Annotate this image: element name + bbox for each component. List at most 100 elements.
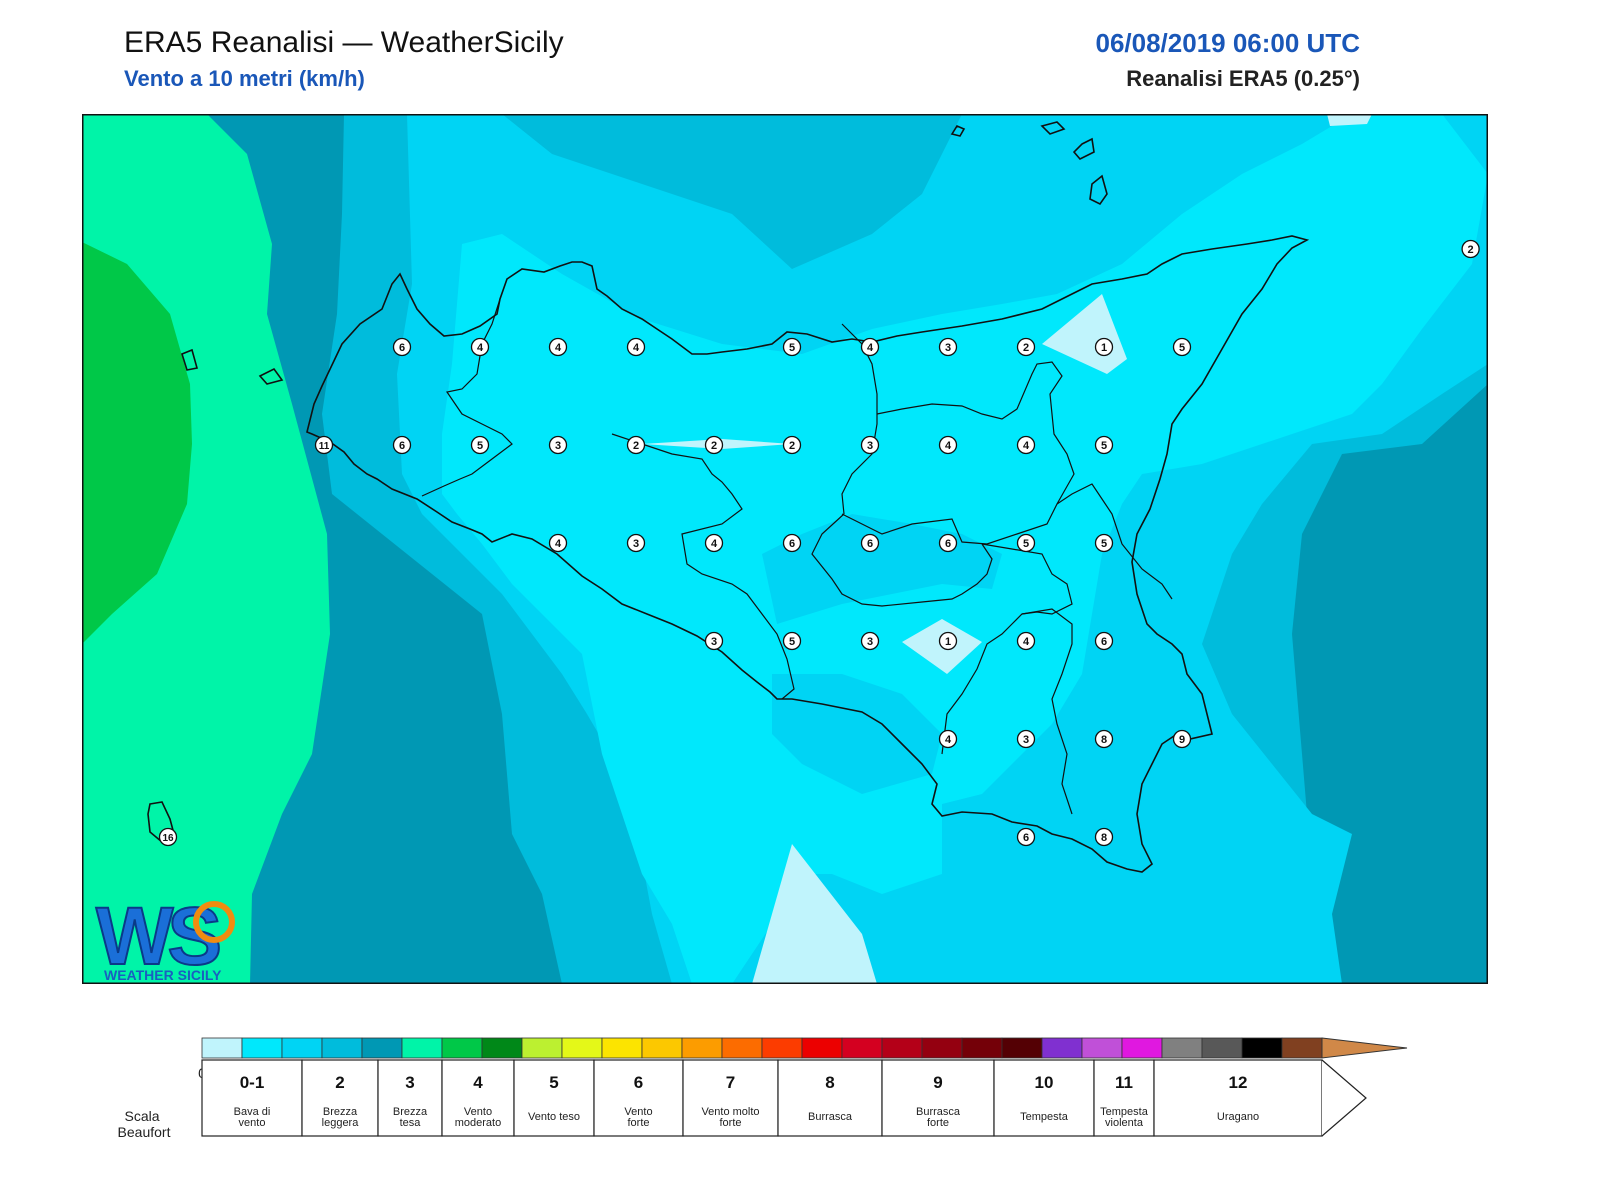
beaufort-box bbox=[441, 1059, 515, 1137]
station-circle bbox=[548, 533, 568, 553]
beaufort-level: 6 Vento forte bbox=[593, 1059, 684, 1137]
beaufort-number: 8 bbox=[825, 1073, 834, 1092]
station-value: 3 bbox=[867, 636, 873, 648]
station-value: 2 bbox=[633, 440, 639, 452]
station-circle bbox=[1172, 337, 1192, 357]
beaufort-number: 6 bbox=[634, 1073, 643, 1092]
colorbar-segment bbox=[961, 1037, 1003, 1059]
station-circle bbox=[938, 631, 958, 651]
station-marker: 2 bbox=[1016, 337, 1036, 357]
station-marker: 6 bbox=[392, 435, 412, 455]
beaufort-description: Vento moderato bbox=[455, 1106, 501, 1129]
station-marker: 6 bbox=[1016, 827, 1036, 847]
station-marker: 5 bbox=[1094, 435, 1114, 455]
station-circle bbox=[470, 435, 490, 455]
beaufort-description: Burrasca forte bbox=[916, 1106, 961, 1129]
colorbar-segment bbox=[201, 1037, 243, 1059]
station-marker: 3 bbox=[704, 631, 724, 651]
colorbar-segment bbox=[721, 1037, 763, 1059]
station-circle bbox=[1016, 827, 1036, 847]
station-circle bbox=[392, 435, 412, 455]
station-value: 4 bbox=[555, 342, 562, 354]
beaufort-description: Vento teso bbox=[528, 1111, 580, 1123]
station-value: 5 bbox=[789, 342, 795, 354]
station-value: 8 bbox=[1101, 734, 1107, 746]
station-value: 4 bbox=[945, 440, 952, 452]
beaufort-description: Bava di vento bbox=[234, 1106, 271, 1129]
beaufort-level: 9 Burrasca forte bbox=[881, 1059, 995, 1137]
station-marker: 5 bbox=[782, 337, 802, 357]
colorbar-segment bbox=[241, 1037, 283, 1059]
station-marker: 9 bbox=[1172, 729, 1192, 749]
station-value: 5 bbox=[789, 636, 795, 648]
beaufort-box bbox=[993, 1059, 1095, 1137]
station-marker: 16 bbox=[158, 827, 178, 847]
beaufort-label-line-2: Beaufort bbox=[118, 1124, 171, 1140]
station-value: 3 bbox=[711, 636, 717, 648]
station-marker: 2 bbox=[704, 435, 724, 455]
logo-sun-icon bbox=[193, 901, 235, 943]
station-value: 5 bbox=[477, 440, 483, 452]
station-value: 1 bbox=[945, 636, 951, 648]
beaufort-box bbox=[1093, 1059, 1155, 1137]
station-value: 5 bbox=[1101, 440, 1107, 452]
colorbar-segment bbox=[1081, 1037, 1123, 1059]
station-value: 3 bbox=[633, 538, 639, 550]
station-value: 2 bbox=[711, 440, 717, 452]
beaufort-description: Tempesta violenta bbox=[1100, 1106, 1149, 1129]
beaufort-number: 10 bbox=[1035, 1073, 1054, 1092]
beaufort-level: 5 Vento teso bbox=[513, 1059, 595, 1137]
beaufort-description: Vento forte bbox=[624, 1106, 652, 1129]
station-value: 8 bbox=[1101, 832, 1107, 844]
colorbar-segment bbox=[1241, 1037, 1283, 1059]
station-value: 16 bbox=[162, 833, 174, 844]
station-value: 6 bbox=[399, 440, 405, 452]
station-value: 4 bbox=[555, 538, 562, 550]
colorbar-segment bbox=[1161, 1037, 1203, 1059]
beaufort-number: 3 bbox=[405, 1073, 414, 1092]
station-circle bbox=[1461, 239, 1480, 259]
beaufort-level: 7 Vento molto forte bbox=[682, 1059, 779, 1137]
station-value: 6 bbox=[1101, 636, 1107, 648]
beaufort-description: Vento molto forte bbox=[701, 1106, 759, 1129]
station-circle bbox=[1016, 533, 1036, 553]
station-marker: 4 bbox=[938, 729, 958, 749]
station-marker: 11 bbox=[314, 435, 334, 455]
station-circle bbox=[704, 631, 724, 651]
station-marker: 4 bbox=[626, 337, 646, 357]
station-marker: 8 bbox=[1094, 827, 1114, 847]
weather-sicily-logo: WS WEATHER SICILY bbox=[95, 890, 235, 983]
station-marker: 1 bbox=[1094, 337, 1114, 357]
beaufort-number: 5 bbox=[549, 1073, 558, 1092]
station-marker: 8 bbox=[1094, 729, 1114, 749]
station-marker: 4 bbox=[1016, 631, 1036, 651]
colorbar-segment bbox=[1041, 1037, 1083, 1059]
beaufort-description: Tempesta bbox=[1020, 1111, 1069, 1123]
legend-area: 0257101520253035404550556065707580859095… bbox=[118, 1037, 1408, 1140]
beaufort-box bbox=[377, 1059, 443, 1137]
station-circle bbox=[1094, 533, 1114, 553]
station-value: 4 bbox=[711, 538, 718, 550]
station-value: 9 bbox=[1179, 734, 1185, 746]
colorbar-segment bbox=[841, 1037, 883, 1059]
wind-field bbox=[82, 114, 1488, 984]
beaufort-arrow bbox=[1321, 1059, 1367, 1137]
station-circle bbox=[1016, 631, 1036, 651]
beaufort-number: 0-1 bbox=[240, 1073, 265, 1092]
beaufort-box bbox=[777, 1059, 883, 1137]
beaufort-level: 3 Brezza tesa bbox=[377, 1059, 443, 1137]
station-value: 2 bbox=[1023, 342, 1029, 354]
station-circle bbox=[1016, 337, 1036, 357]
station-marker: 3 bbox=[938, 337, 958, 357]
beaufort-description: Uragano bbox=[1217, 1111, 1259, 1123]
station-value: 1 bbox=[1101, 342, 1107, 354]
station-value: 11 bbox=[319, 441, 330, 452]
colorbar-segment bbox=[601, 1037, 643, 1059]
colorbar-segment bbox=[561, 1037, 603, 1059]
station-circle bbox=[314, 435, 334, 455]
station-value: 4 bbox=[945, 734, 952, 746]
station-circle bbox=[782, 533, 802, 553]
station-value: 4 bbox=[477, 342, 484, 354]
colorbar-segment bbox=[641, 1037, 683, 1059]
beaufort-box bbox=[301, 1059, 379, 1137]
